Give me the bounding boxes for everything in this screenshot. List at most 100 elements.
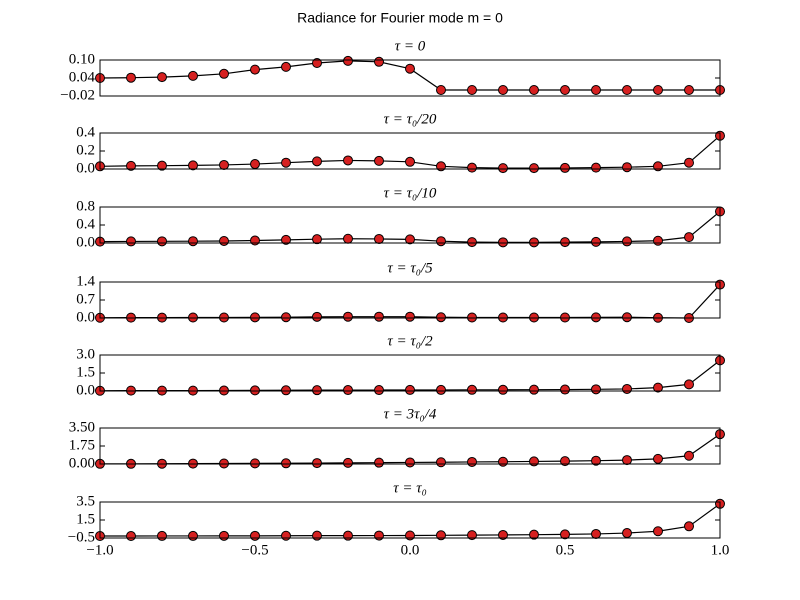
data-point xyxy=(684,450,694,461)
data-point xyxy=(219,235,229,246)
x-tick-label: −1.0 xyxy=(86,542,113,558)
data-point xyxy=(560,384,570,395)
axes-frame xyxy=(99,281,721,319)
x-tick-label: 1.0 xyxy=(711,542,730,558)
subplot-title: τ = τ₀/10 xyxy=(384,185,437,201)
subplot-title: τ = τ₀ xyxy=(393,480,427,496)
data-point xyxy=(374,155,384,166)
subplot-title: τ = 3τ₀/4 xyxy=(384,406,437,422)
data-point xyxy=(312,311,322,322)
data-point xyxy=(684,521,694,532)
y-tick-label: 1.75 xyxy=(69,437,95,453)
y-tick-label: 0.04 xyxy=(69,69,96,85)
data-point xyxy=(591,312,601,323)
y-tick-label: 0.0 xyxy=(76,234,95,250)
data-point xyxy=(250,458,260,469)
data-point xyxy=(343,155,353,166)
data-point xyxy=(374,530,384,541)
axes-frame xyxy=(99,132,721,170)
data-point xyxy=(498,85,508,95)
data-point xyxy=(653,526,663,537)
data-point xyxy=(188,530,198,541)
data-point xyxy=(684,157,694,168)
data-point xyxy=(436,457,446,468)
data-point xyxy=(188,160,198,171)
y-tick-label: 0.7 xyxy=(76,291,95,307)
data-point xyxy=(157,160,167,171)
data-point xyxy=(250,530,260,541)
y-tick-label: 3.50 xyxy=(69,419,95,435)
y-tick-label: 3.5 xyxy=(76,493,95,509)
data-point xyxy=(250,235,260,246)
data-point xyxy=(653,382,663,393)
y-tick-label: 0.0 xyxy=(76,309,95,325)
axes-frame xyxy=(99,59,721,97)
data-point xyxy=(250,312,260,323)
y-tick-label: −0.5 xyxy=(68,529,95,545)
data-point xyxy=(188,312,198,323)
data-point xyxy=(591,384,601,395)
axes-frame xyxy=(99,206,721,244)
data-point xyxy=(498,163,508,174)
data-point xyxy=(529,85,539,95)
data-point xyxy=(157,236,167,247)
data-point xyxy=(250,385,260,396)
data-point xyxy=(529,456,539,467)
data-point xyxy=(436,384,446,395)
data-point xyxy=(281,312,291,323)
data-point xyxy=(622,236,632,247)
y-tick-label: 1.5 xyxy=(76,364,95,380)
subplot-title: τ = τ₀/20 xyxy=(384,111,437,127)
axes-frame xyxy=(99,354,721,392)
data-point xyxy=(467,384,477,395)
data-point xyxy=(467,456,477,467)
y-tick-label: 1.4 xyxy=(76,273,95,289)
y-tick-label: 1.5 xyxy=(76,511,95,527)
y-tick-label: 0.2 xyxy=(76,142,95,158)
data-point xyxy=(591,528,601,539)
data-point xyxy=(343,385,353,396)
data-point xyxy=(436,312,446,323)
data-point xyxy=(312,385,322,396)
data-point xyxy=(219,159,229,170)
data-point xyxy=(250,64,260,75)
data-point xyxy=(622,162,632,173)
data-point xyxy=(405,311,415,322)
data-point xyxy=(374,56,384,67)
data-point xyxy=(560,85,570,95)
data-point xyxy=(188,70,198,81)
data-point xyxy=(219,458,229,469)
y-tick-label: 0.4 xyxy=(76,124,95,140)
data-point xyxy=(498,312,508,323)
data-point xyxy=(498,529,508,540)
data-point xyxy=(560,312,570,323)
data-point xyxy=(157,72,167,83)
y-tick-label: 0.0 xyxy=(76,160,95,176)
data-point xyxy=(343,233,353,244)
data-point xyxy=(343,311,353,322)
subplot-title: τ = τ₀/5 xyxy=(387,260,433,276)
data-point xyxy=(405,156,415,167)
data-point xyxy=(343,55,353,66)
data-point xyxy=(374,385,384,396)
y-tick-label: 0.00 xyxy=(69,455,95,471)
data-point xyxy=(219,530,229,541)
data-point xyxy=(684,85,694,95)
data-point xyxy=(281,458,291,469)
data-point xyxy=(622,528,632,539)
data-point xyxy=(312,530,322,541)
data-point xyxy=(529,312,539,323)
data-point xyxy=(529,384,539,395)
data-point xyxy=(622,85,632,95)
data-point xyxy=(560,456,570,467)
y-tick-label: 0.10 xyxy=(69,51,95,67)
data-point xyxy=(405,457,415,468)
data-point xyxy=(281,385,291,396)
data-point xyxy=(436,85,446,95)
data-point xyxy=(498,384,508,395)
figure-title: Radiance for Fourier mode m = 0 xyxy=(297,10,503,26)
data-point xyxy=(653,235,663,246)
data-point xyxy=(467,312,477,323)
data-point xyxy=(591,455,601,466)
